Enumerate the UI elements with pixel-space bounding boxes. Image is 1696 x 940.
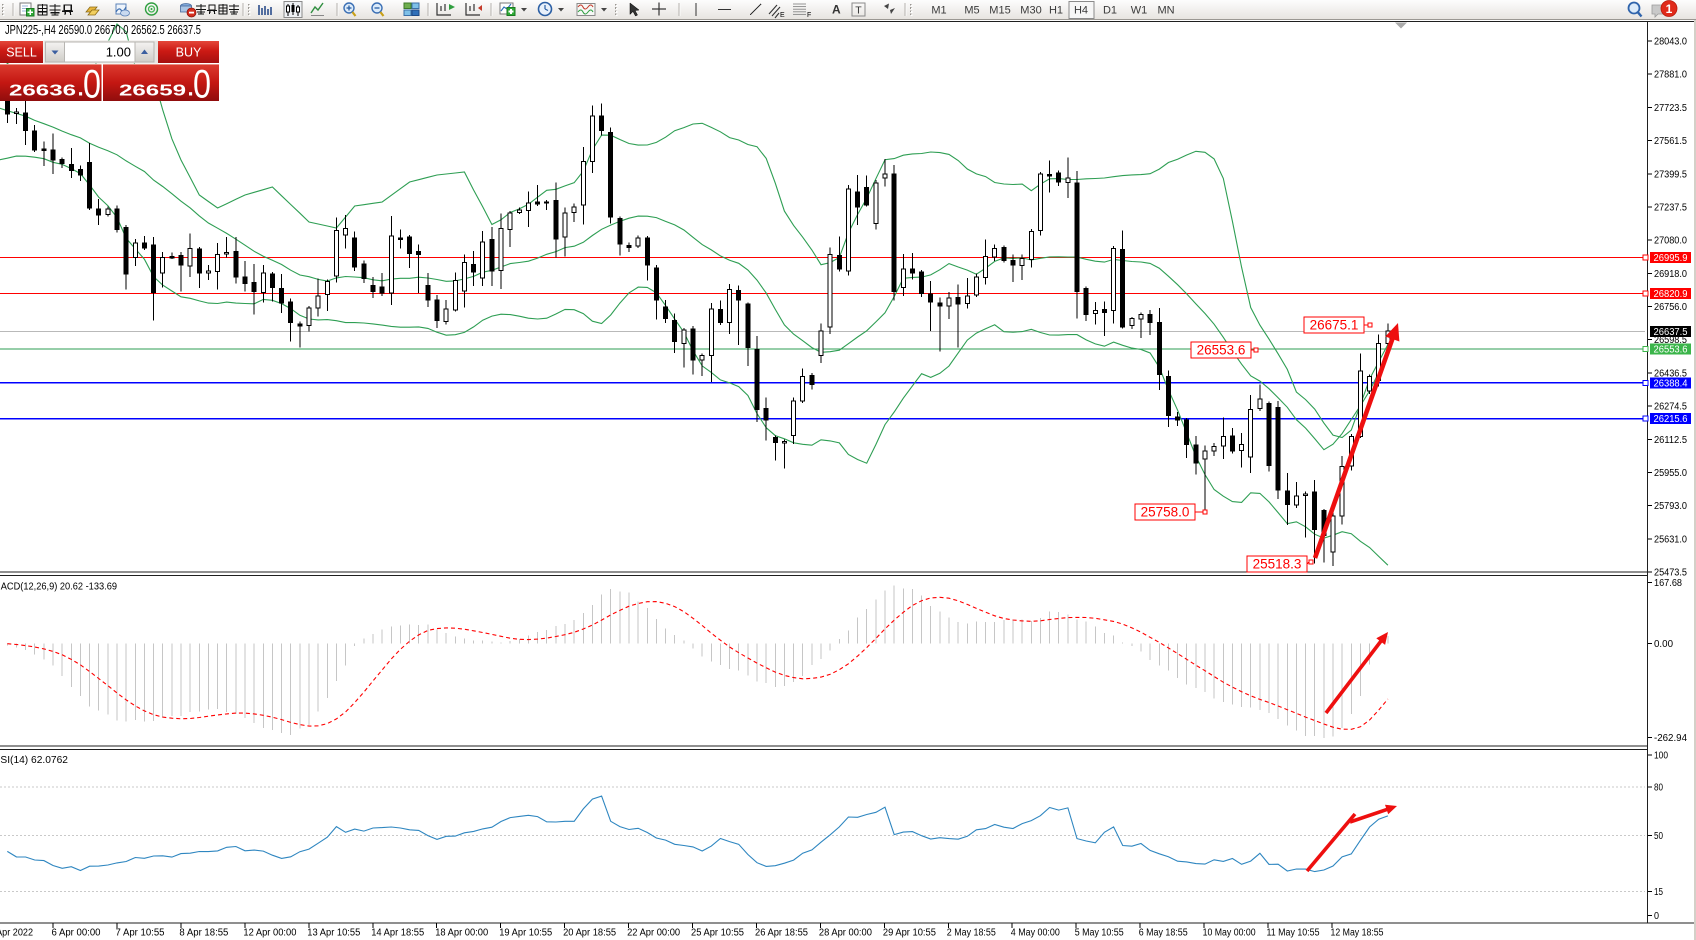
svg-text:SELL: SELL — [6, 46, 37, 60]
svg-text:A: A — [832, 3, 841, 17]
svg-text:25518.3: 25518.3 — [1253, 557, 1302, 572]
svg-text:E: E — [780, 12, 785, 19]
svg-text:26918.0: 26918.0 — [1654, 269, 1687, 280]
svg-text:25793.0: 25793.0 — [1654, 501, 1687, 512]
svg-text:11 May 10:55: 11 May 10:55 — [1267, 928, 1320, 939]
svg-text:JPN225-,H4 26590.0 26670.0 26: JPN225-,H4 26590.0 26670.0 26562.5 26637… — [5, 23, 201, 37]
svg-text:26598.5: 26598.5 — [1654, 335, 1687, 346]
svg-text:50: 50 — [1654, 831, 1663, 842]
svg-text:0.00: 0.00 — [1654, 639, 1673, 650]
svg-text:28 Apr 00:00: 28 Apr 00:00 — [819, 928, 872, 939]
svg-text:10 May 00:00: 10 May 00:00 — [1203, 928, 1256, 939]
svg-text:T: T — [855, 5, 862, 17]
svg-text:26 Apr 18:55: 26 Apr 18:55 — [755, 928, 808, 939]
svg-text:25 Apr 10:55: 25 Apr 10:55 — [691, 928, 744, 939]
svg-text:28043.0: 28043.0 — [1654, 37, 1687, 48]
svg-text:26995.9: 26995.9 — [1654, 253, 1688, 264]
svg-text:W1: W1 — [1131, 5, 1148, 17]
svg-text:.: . — [78, 76, 84, 101]
svg-text:M1: M1 — [931, 5, 946, 17]
svg-text:22 Apr 00:00: 22 Apr 00:00 — [627, 928, 680, 939]
svg-text:26215.6: 26215.6 — [1654, 414, 1688, 425]
svg-text:26675.1: 26675.1 — [1310, 318, 1359, 333]
svg-text:1.00: 1.00 — [106, 45, 131, 60]
svg-text:M15: M15 — [989, 5, 1010, 17]
svg-text:M30: M30 — [1020, 5, 1041, 17]
svg-text:27399.5: 27399.5 — [1654, 169, 1687, 180]
svg-text:MN: MN — [1157, 5, 1174, 17]
svg-text:18 Apr 00:00: 18 Apr 00:00 — [435, 928, 488, 939]
svg-text:27881.0: 27881.0 — [1654, 70, 1687, 81]
svg-text:13 Apr 10:55: 13 Apr 10:55 — [307, 928, 360, 939]
svg-text:0: 0 — [1654, 911, 1659, 922]
svg-text:25473.5: 25473.5 — [1654, 568, 1687, 579]
svg-text:-262.94: -262.94 — [1654, 733, 1687, 744]
svg-text:29 Apr 10:55: 29 Apr 10:55 — [883, 928, 936, 939]
svg-text:26756.0: 26756.0 — [1654, 302, 1687, 313]
svg-text:25955.0: 25955.0 — [1654, 468, 1687, 479]
svg-text:2 May 18:55: 2 May 18:55 — [947, 928, 996, 939]
svg-text:100: 100 — [1654, 751, 1668, 762]
svg-text:5 Apr 2022: 5 Apr 2022 — [0, 928, 33, 939]
svg-text:26636: 26636 — [9, 83, 77, 100]
svg-text:1: 1 — [1666, 2, 1673, 16]
svg-text:26388.4: 26388.4 — [1654, 378, 1688, 389]
svg-text:0: 0 — [193, 63, 211, 107]
svg-text:26436.5: 26436.5 — [1654, 368, 1687, 379]
svg-text:MACD(12,26,9) 20.62 -133.69: MACD(12,26,9) 20.62 -133.69 — [0, 581, 117, 593]
svg-text:5 May 10:55: 5 May 10:55 — [1075, 928, 1124, 939]
svg-text:27237.5: 27237.5 — [1654, 202, 1687, 213]
svg-text:6 May 18:55: 6 May 18:55 — [1139, 928, 1188, 939]
svg-text:25631.0: 25631.0 — [1654, 534, 1687, 545]
svg-text:H4: H4 — [1074, 5, 1088, 17]
svg-text:0: 0 — [83, 63, 101, 107]
svg-text:26553.6: 26553.6 — [1197, 343, 1246, 358]
svg-text:20 Apr 18:55: 20 Apr 18:55 — [563, 928, 616, 939]
svg-text:H1: H1 — [1049, 5, 1063, 17]
svg-text:19 Apr 10:55: 19 Apr 10:55 — [499, 928, 552, 939]
svg-text:12 May 18:55: 12 May 18:55 — [1331, 928, 1384, 939]
svg-text:M5: M5 — [964, 5, 979, 17]
svg-text:26553.6: 26553.6 — [1654, 344, 1688, 355]
svg-text:26637.5: 26637.5 — [1654, 327, 1688, 338]
svg-text:BUY: BUY — [176, 46, 202, 60]
svg-text:27080.0: 27080.0 — [1654, 236, 1687, 247]
svg-text:7 Apr 10:55: 7 Apr 10:55 — [116, 928, 165, 939]
svg-text:26820.9: 26820.9 — [1654, 289, 1688, 300]
svg-text:26659: 26659 — [119, 83, 187, 100]
svg-text:15: 15 — [1654, 887, 1663, 898]
svg-text:F: F — [807, 12, 811, 19]
svg-text:12 Apr 00:00: 12 Apr 00:00 — [243, 928, 296, 939]
svg-text:167.68: 167.68 — [1654, 578, 1682, 589]
svg-text:14 Apr 18:55: 14 Apr 18:55 — [371, 928, 424, 939]
svg-text:27561.5: 27561.5 — [1654, 136, 1687, 147]
svg-text:80: 80 — [1654, 783, 1663, 794]
svg-text:8 Apr 18:55: 8 Apr 18:55 — [179, 928, 228, 939]
svg-text:4 May 00:00: 4 May 00:00 — [1011, 928, 1060, 939]
svg-text:6 Apr 00:00: 6 Apr 00:00 — [52, 928, 101, 939]
svg-text:27723.5: 27723.5 — [1654, 103, 1687, 114]
svg-text:26112.5: 26112.5 — [1654, 435, 1687, 446]
svg-text:.: . — [188, 76, 194, 101]
svg-text:RSI(14) 62.0762: RSI(14) 62.0762 — [0, 754, 68, 766]
svg-text:25758.0: 25758.0 — [1141, 505, 1190, 520]
svg-text:26274.5: 26274.5 — [1654, 402, 1687, 413]
svg-text:D1: D1 — [1103, 5, 1117, 17]
